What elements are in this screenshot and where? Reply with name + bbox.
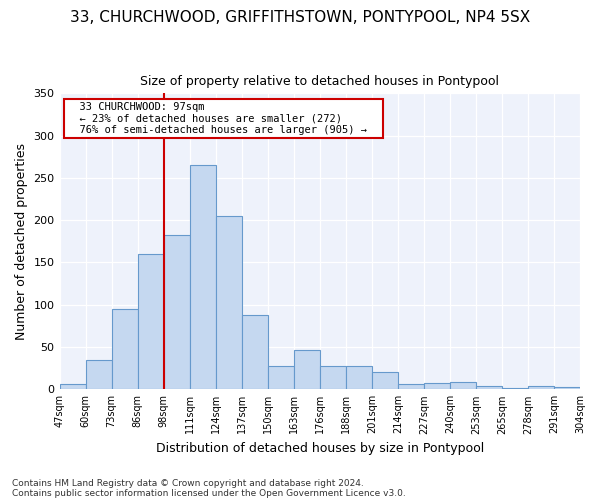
Bar — [476, 386, 502, 390]
X-axis label: Distribution of detached houses by size in Pontypool: Distribution of detached houses by size … — [155, 442, 484, 455]
Bar — [59, 384, 86, 390]
Bar — [320, 366, 346, 390]
Bar — [86, 360, 112, 390]
Text: 33 CHURCHWOOD: 97sqm  
  ← 23% of detached houses are smaller (272)  
  76% of s: 33 CHURCHWOOD: 97sqm ← 23% of detached h… — [67, 102, 380, 135]
Bar — [502, 388, 528, 390]
Text: Contains public sector information licensed under the Open Government Licence v3: Contains public sector information licen… — [12, 488, 406, 498]
Bar — [268, 366, 294, 390]
Y-axis label: Number of detached properties: Number of detached properties — [15, 143, 28, 340]
Title: Size of property relative to detached houses in Pontypool: Size of property relative to detached ho… — [140, 75, 499, 88]
Bar — [346, 366, 372, 390]
Bar — [112, 309, 137, 390]
Bar — [137, 254, 164, 390]
Bar — [164, 234, 190, 390]
Bar — [528, 386, 554, 390]
Bar — [398, 384, 424, 390]
Bar — [554, 387, 580, 390]
Bar — [294, 350, 320, 390]
Bar — [190, 165, 215, 390]
Text: 33, CHURCHWOOD, GRIFFITHSTOWN, PONTYPOOL, NP4 5SX: 33, CHURCHWOOD, GRIFFITHSTOWN, PONTYPOOL… — [70, 10, 530, 25]
Bar — [242, 315, 268, 390]
Bar — [450, 382, 476, 390]
Bar — [372, 372, 398, 390]
Bar — [215, 216, 242, 390]
Text: Contains HM Land Registry data © Crown copyright and database right 2024.: Contains HM Land Registry data © Crown c… — [12, 478, 364, 488]
Bar — [424, 382, 450, 390]
